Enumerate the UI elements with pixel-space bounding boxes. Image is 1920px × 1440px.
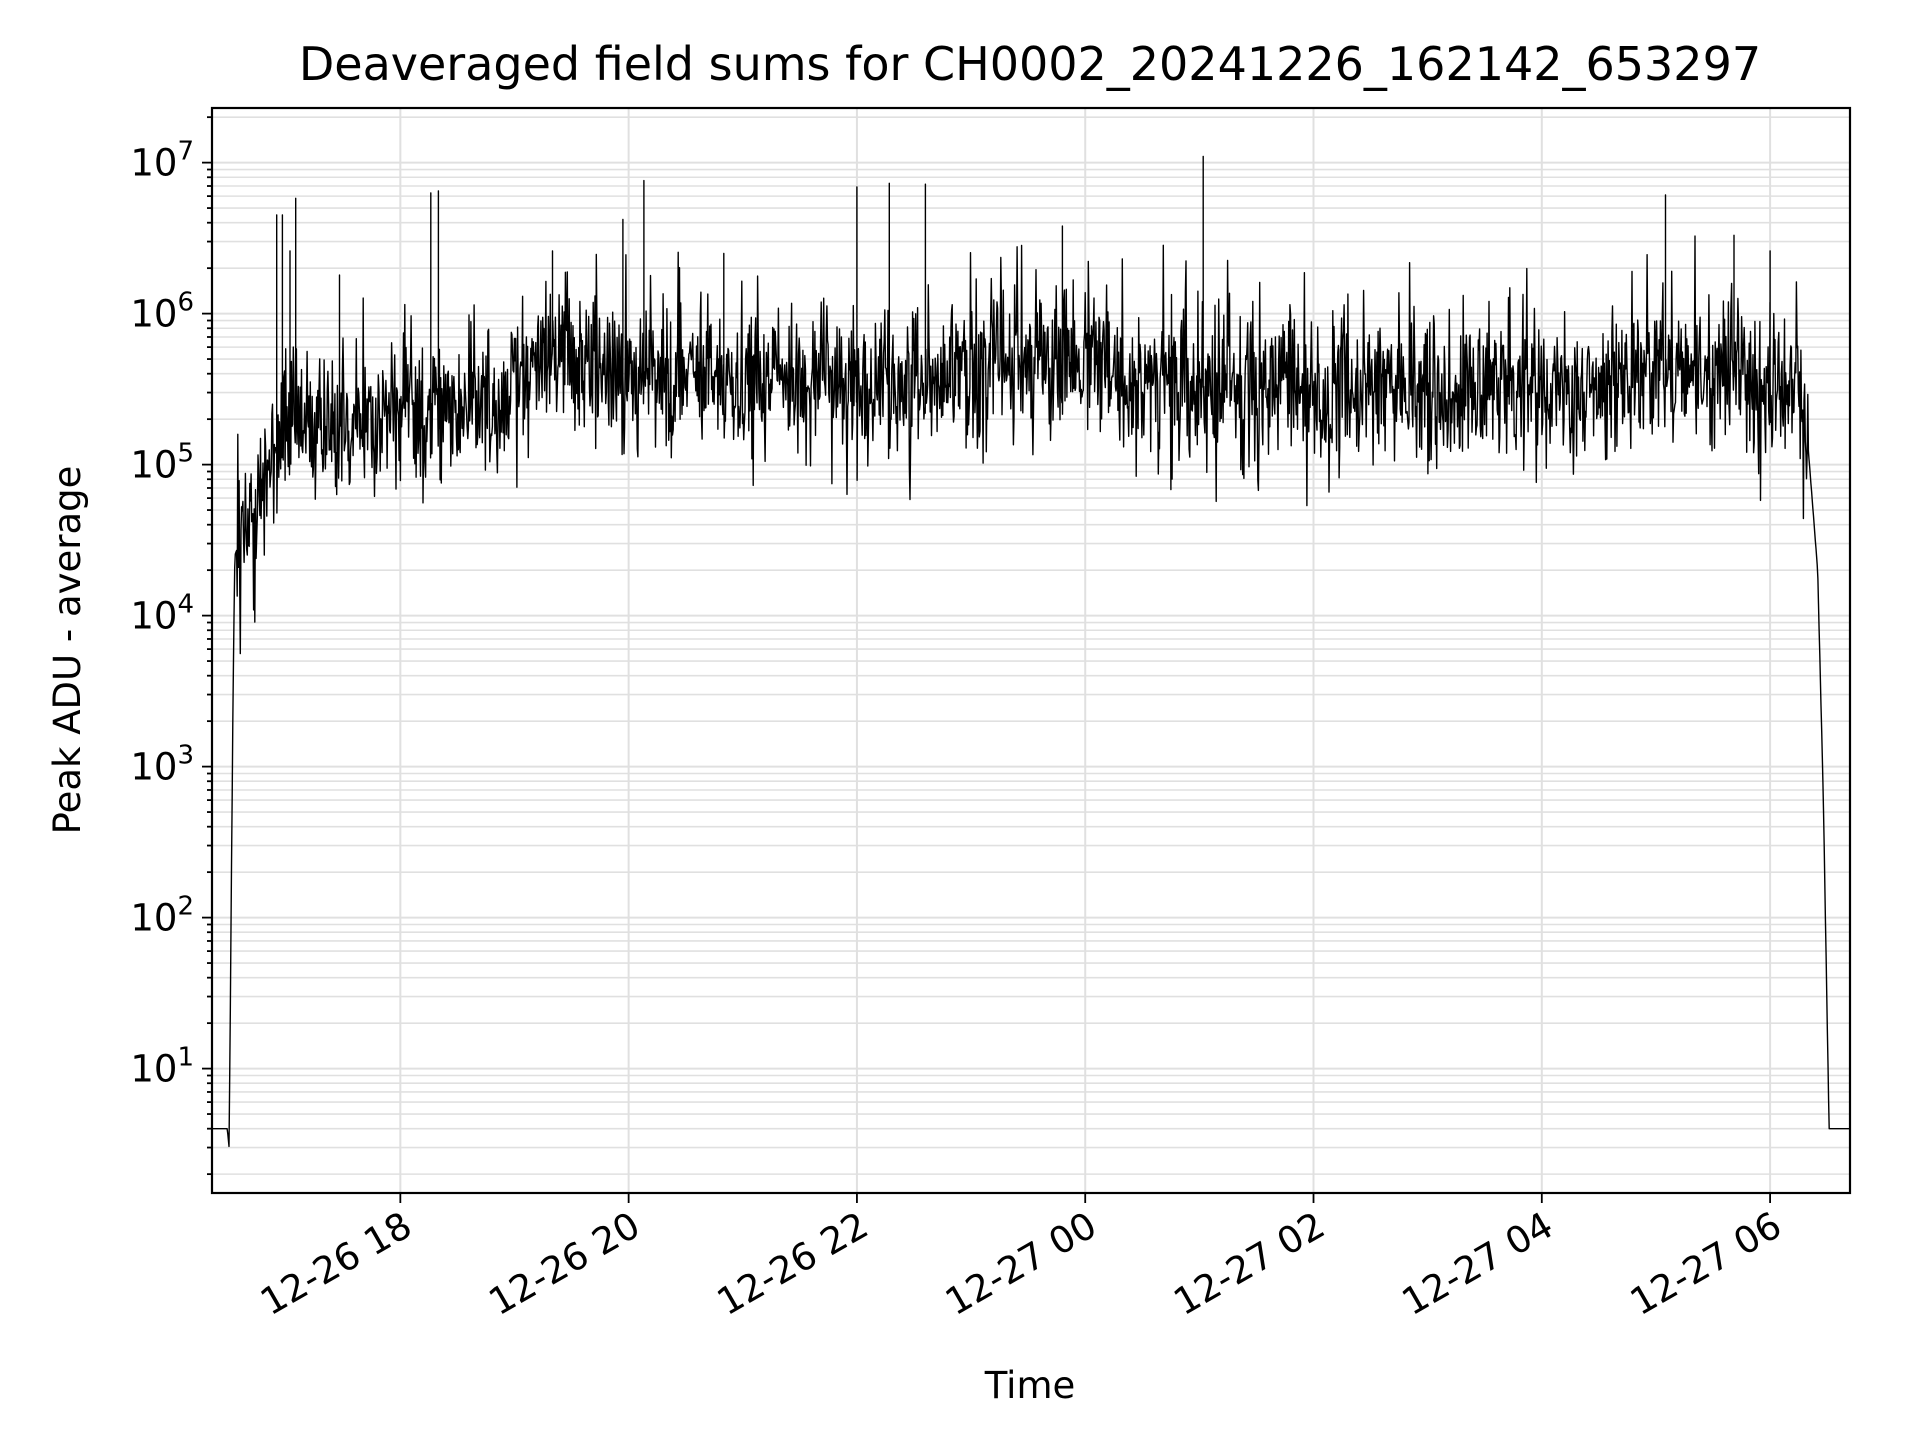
- y-tick-label: 106: [130, 288, 194, 336]
- plot-area: [212, 155, 1850, 1148]
- y-axis-label: Peak ADU - average: [46, 466, 89, 835]
- y-tick-label: 102: [130, 892, 194, 940]
- y-axis: 101 102 103 104 105 106 107: [130, 116, 212, 1176]
- chart-title: Deaveraged field sums for CH0002_2024122…: [299, 37, 1761, 91]
- y-tick-label: 105: [130, 439, 194, 487]
- y-tick-label: 103: [130, 741, 194, 789]
- plot-frame: [210, 106, 1852, 1195]
- series-line: [212, 155, 1850, 1148]
- y-tick-label: 101: [130, 1043, 194, 1091]
- y-tick-label: 104: [130, 590, 194, 638]
- y-tick-label: 107: [130, 137, 194, 185]
- x-axis-label: Time: [984, 1364, 1076, 1407]
